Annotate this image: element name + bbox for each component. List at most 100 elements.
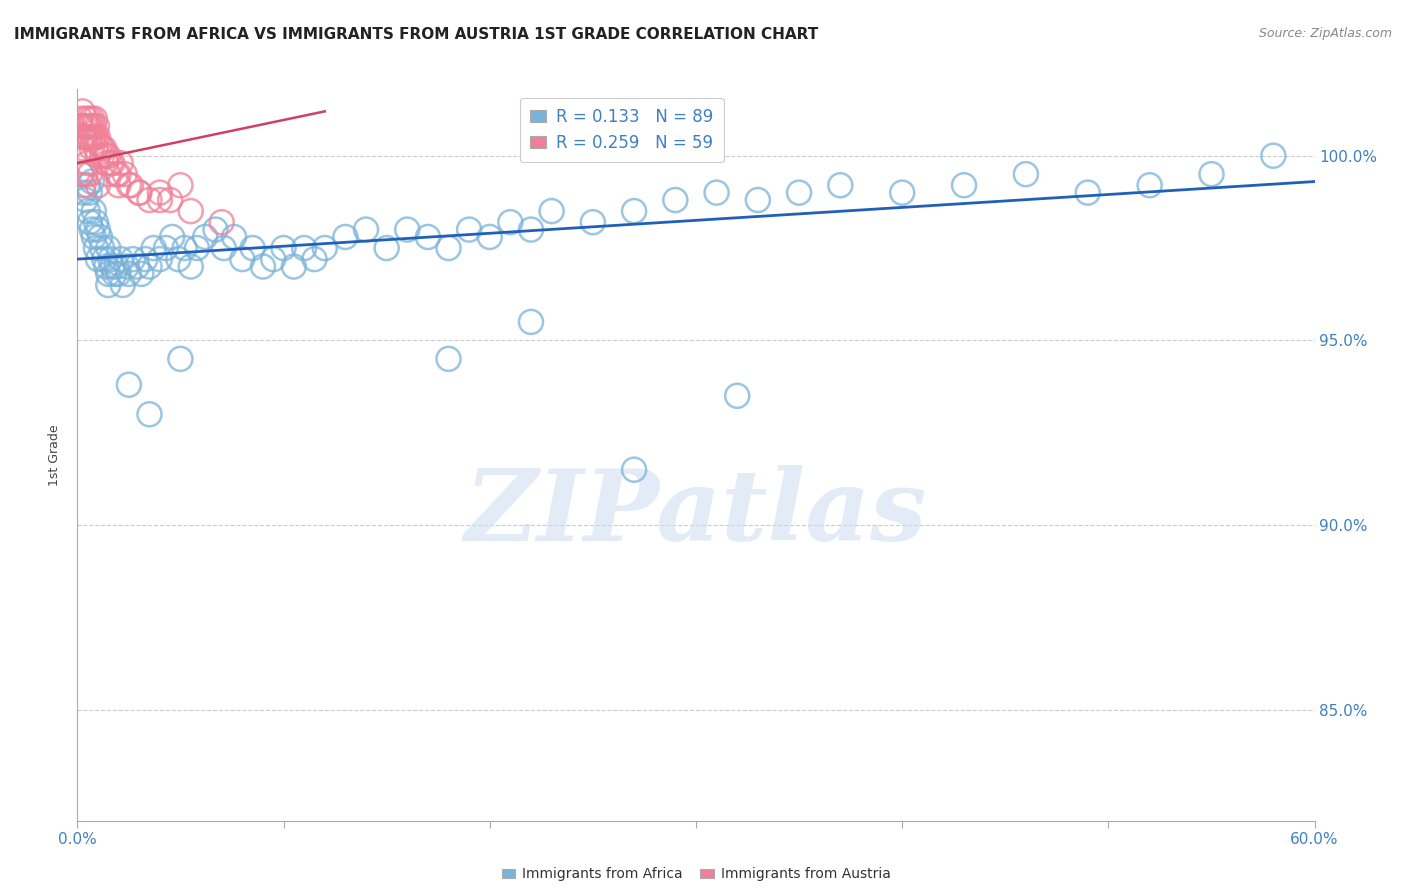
Point xyxy=(1015,167,1038,181)
Point xyxy=(91,141,114,155)
Point xyxy=(138,193,160,207)
Point xyxy=(83,112,105,126)
Text: Source: ZipAtlas.com: Source: ZipAtlas.com xyxy=(1258,27,1392,40)
Point xyxy=(80,119,103,133)
Point xyxy=(69,112,91,126)
Point xyxy=(89,137,111,152)
Point xyxy=(76,119,98,133)
Point xyxy=(623,204,645,219)
Point xyxy=(101,260,124,274)
Point xyxy=(128,186,150,200)
Point xyxy=(72,186,94,200)
Point xyxy=(173,241,195,255)
Point xyxy=(82,130,104,145)
Point xyxy=(77,112,100,126)
Point xyxy=(110,156,132,170)
Point xyxy=(76,156,98,170)
Point xyxy=(787,186,810,200)
Legend: Immigrants from Africa, Immigrants from Austria: Immigrants from Africa, Immigrants from … xyxy=(496,862,896,887)
Point xyxy=(155,241,177,255)
Point xyxy=(97,149,120,163)
Point xyxy=(129,267,152,281)
Point xyxy=(105,167,128,181)
Point xyxy=(70,167,93,181)
Point xyxy=(169,351,191,366)
Point xyxy=(79,215,101,229)
Point xyxy=(79,130,101,145)
Point xyxy=(91,241,114,255)
Point xyxy=(167,252,190,267)
Point xyxy=(93,252,115,267)
Point xyxy=(72,178,94,193)
Point xyxy=(70,167,93,181)
Point xyxy=(212,241,235,255)
Point xyxy=(149,193,172,207)
Point xyxy=(169,178,191,193)
Point xyxy=(93,141,115,155)
Point xyxy=(1077,186,1099,200)
Point xyxy=(110,252,132,267)
Point xyxy=(107,167,129,181)
Point xyxy=(73,119,96,133)
Point xyxy=(242,241,264,255)
Point xyxy=(80,112,103,126)
Point xyxy=(186,241,208,255)
Point xyxy=(252,260,274,274)
Point xyxy=(747,193,769,207)
Point xyxy=(98,156,121,170)
Point xyxy=(375,241,398,255)
Point xyxy=(83,119,105,133)
Point xyxy=(1201,167,1223,181)
Point xyxy=(194,230,217,244)
Point xyxy=(86,119,108,133)
Point xyxy=(75,112,97,126)
Point xyxy=(84,130,107,145)
Point xyxy=(70,119,93,133)
Point xyxy=(725,389,748,403)
Point xyxy=(520,222,543,236)
Point xyxy=(76,178,98,193)
Point xyxy=(118,178,141,193)
Point xyxy=(79,186,101,200)
Point xyxy=(97,241,120,255)
Text: ZIPatlas: ZIPatlas xyxy=(465,466,927,562)
Text: IMMIGRANTS FROM AFRICA VS IMMIGRANTS FROM AUSTRIA 1ST GRADE CORRELATION CHART: IMMIGRANTS FROM AFRICA VS IMMIGRANTS FRO… xyxy=(14,27,818,42)
Point xyxy=(160,230,183,244)
Point xyxy=(75,130,97,145)
Point xyxy=(80,222,103,236)
Point xyxy=(96,260,118,274)
Point xyxy=(416,230,439,244)
Point xyxy=(118,377,141,392)
Point xyxy=(623,463,645,477)
Point xyxy=(114,167,136,181)
Point xyxy=(79,167,101,181)
Point xyxy=(83,230,105,244)
Point xyxy=(396,222,419,236)
Point xyxy=(72,130,94,145)
Point xyxy=(304,252,326,267)
Point xyxy=(107,267,129,281)
Point xyxy=(83,204,105,219)
Point xyxy=(72,141,94,155)
Point xyxy=(98,252,121,267)
Point xyxy=(91,149,114,163)
Point xyxy=(142,241,165,255)
Point xyxy=(222,230,245,244)
Point xyxy=(84,141,107,155)
Point xyxy=(76,130,98,145)
Point xyxy=(97,167,120,181)
Point xyxy=(87,130,110,145)
Point xyxy=(1263,149,1285,163)
Y-axis label: 1st Grade: 1st Grade xyxy=(48,424,62,486)
Point xyxy=(89,230,111,244)
Point xyxy=(149,186,172,200)
Point xyxy=(111,277,134,292)
Point xyxy=(953,178,976,193)
Point xyxy=(149,252,172,267)
Point xyxy=(314,241,336,255)
Point xyxy=(499,215,522,229)
Point xyxy=(87,149,110,163)
Point xyxy=(582,215,605,229)
Point xyxy=(159,193,181,207)
Point xyxy=(458,222,481,236)
